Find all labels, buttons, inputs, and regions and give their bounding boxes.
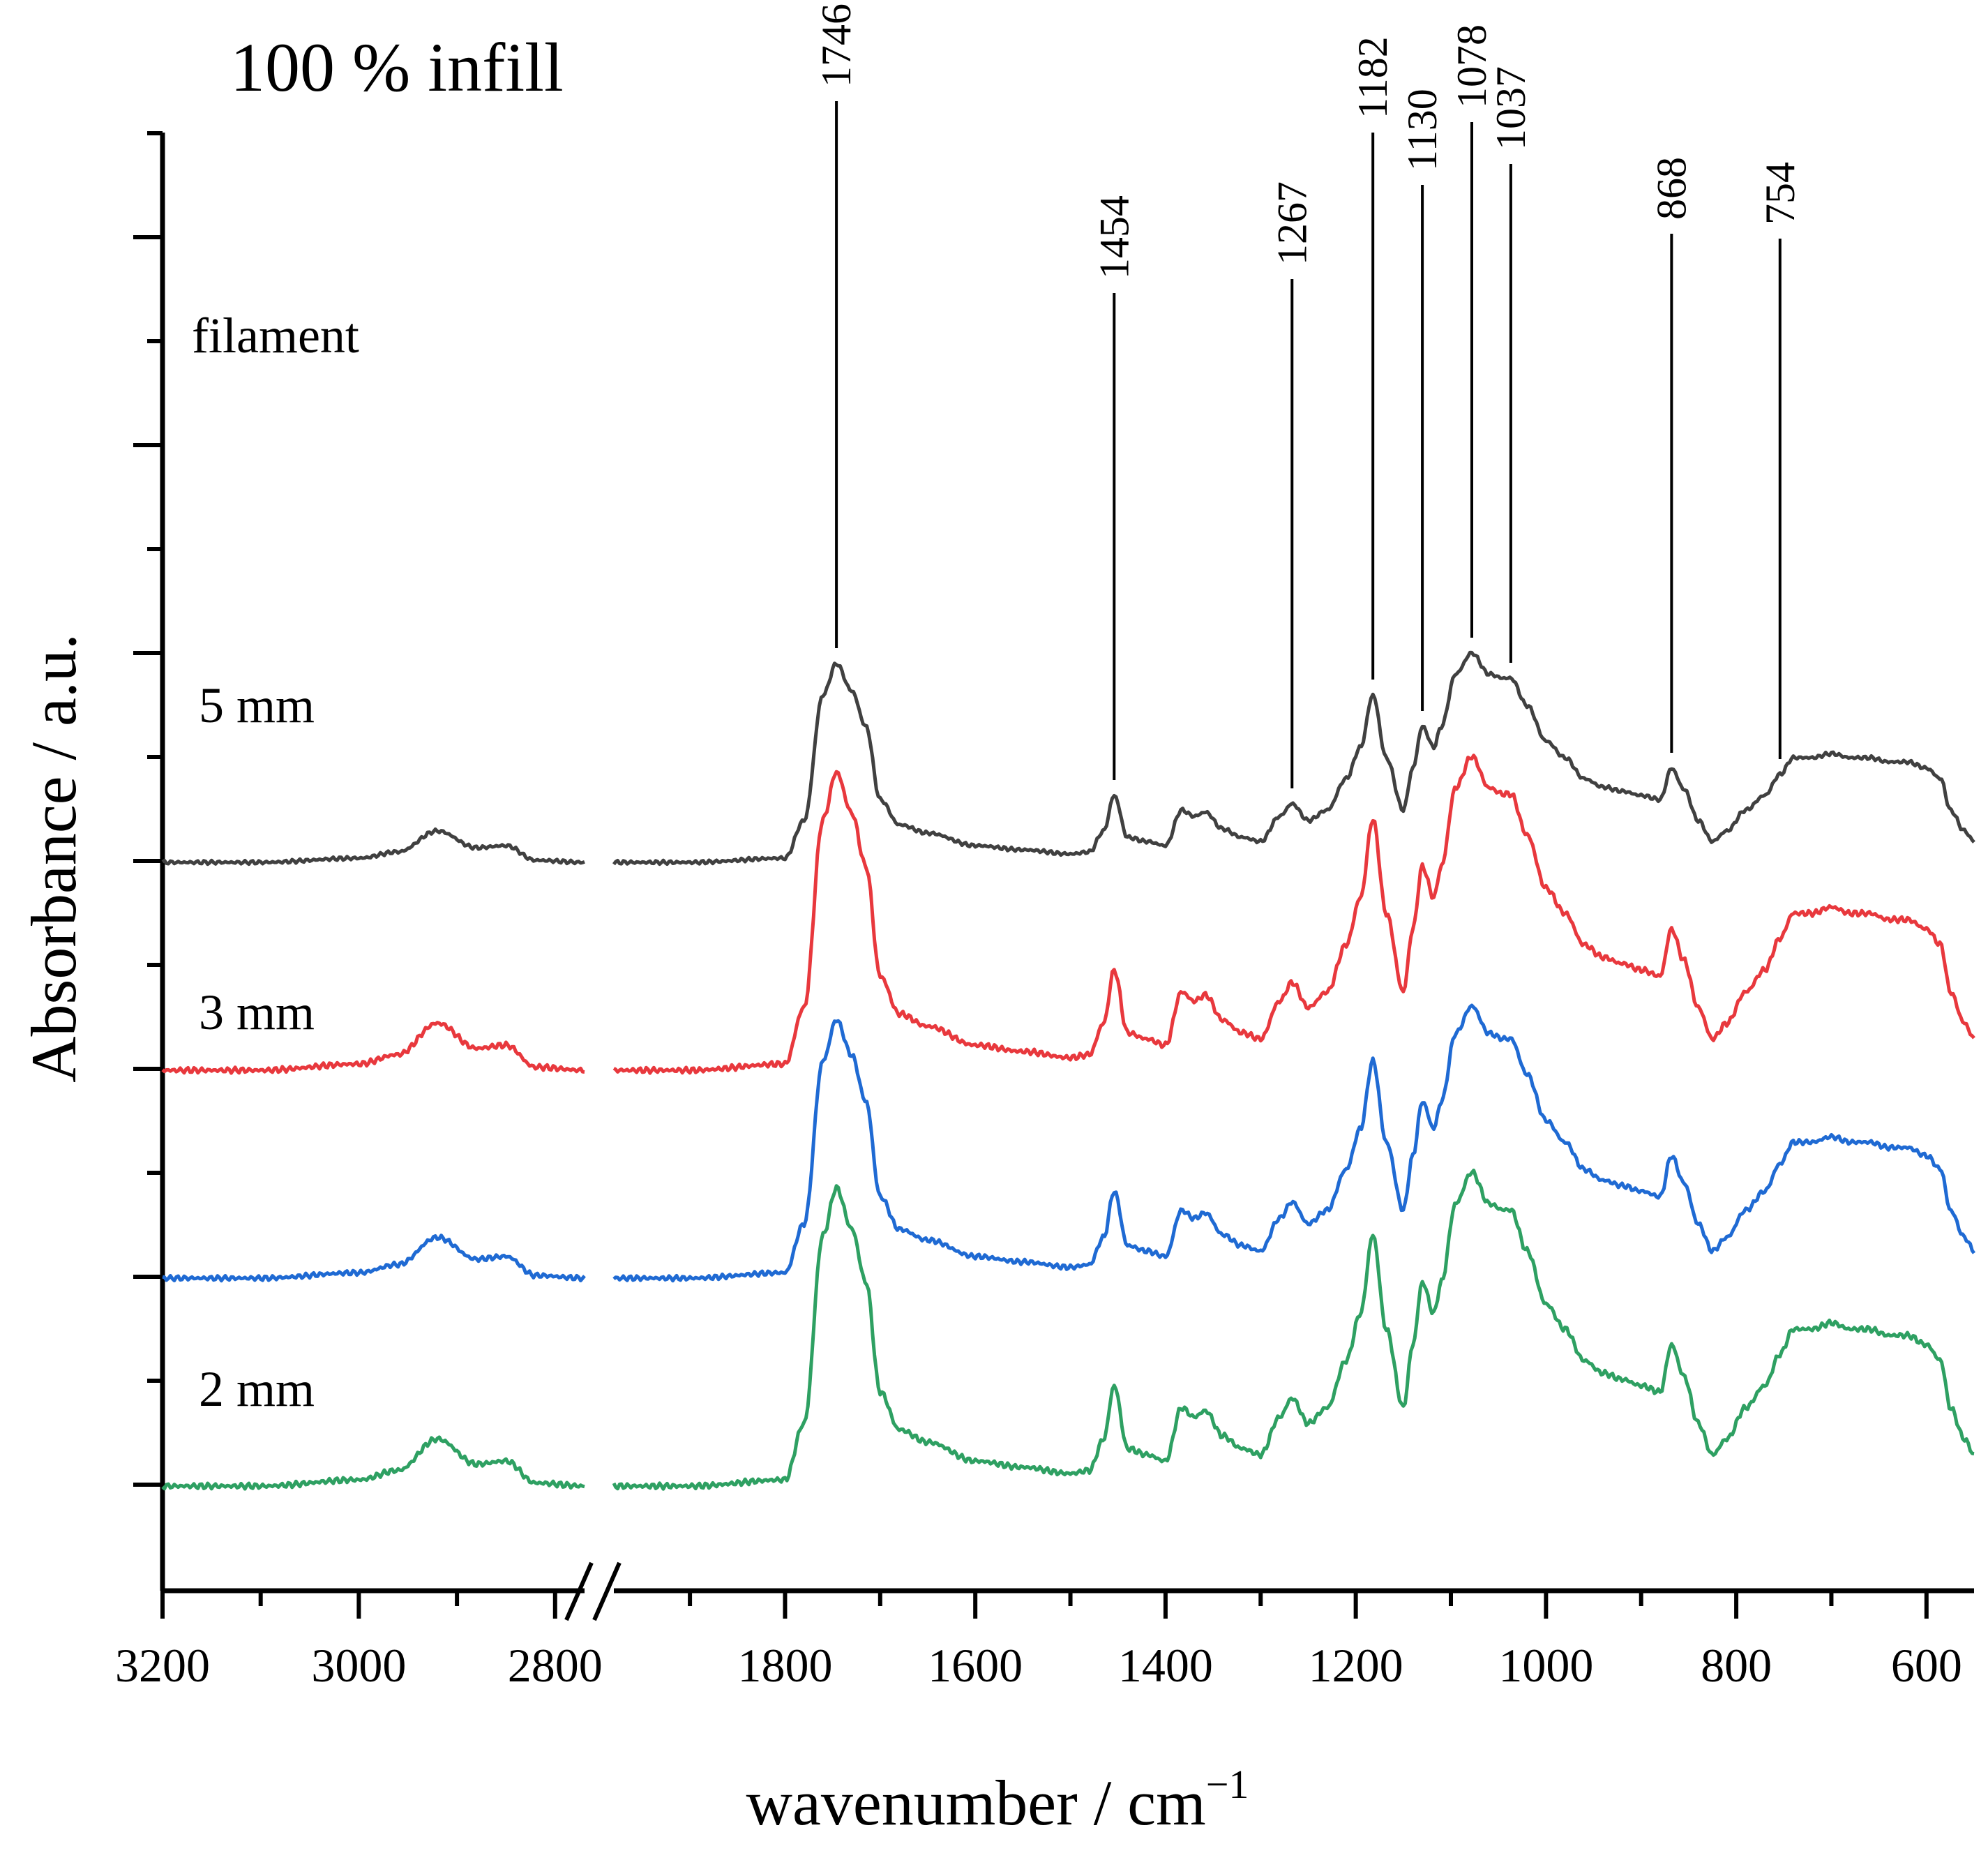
x-tick-label: 600 [1891,1639,1962,1692]
x-tick-label: 2800 [508,1639,603,1692]
series-line-3-mm-low [612,1003,1976,1283]
chart-title: 100 % infill [230,29,564,106]
peak-label: 1267 [1269,181,1315,265]
x-axis-label-exponent: −1 [1206,1762,1249,1807]
series-line-3-mm-high [162,1234,586,1283]
peak-label: 1182 [1350,36,1396,119]
y-axis-label: Absorbance / a.u. [18,633,89,1083]
x-tick-label: 1800 [737,1639,832,1692]
axes: 3200 3000 2800 1800 1600 1400 1200 1000 800 600 [115,131,1974,1692]
x-tick-label: 3000 [311,1639,406,1692]
axis-break-mark [592,1561,622,1621]
x-tick-label: 1200 [1309,1639,1403,1692]
x-tick-label: 1400 [1118,1639,1213,1692]
x-axis-label: wavenumber / cm−1 [746,1762,1249,1838]
axis-break-mark [564,1561,594,1621]
peak-label: 754 [1757,162,1803,225]
peak-label: 1746 [813,3,859,87]
series-label: 3 mm [199,984,315,1040]
x-tick-label: 1000 [1498,1639,1593,1692]
peak-label: 1454 [1091,195,1137,279]
series-group [161,650,1976,1491]
x-tick-label: 1600 [928,1639,1023,1692]
series-line-2-mm-low [612,1169,1975,1491]
series-line-5-mm-high [161,1021,585,1075]
peak-label: 1078 [1449,24,1495,108]
series-label: 5 mm [199,677,315,733]
series-line-filament-high [161,827,585,867]
x-tick-label: 3200 [115,1639,210,1692]
peak-label: 1037 [1488,66,1534,150]
series-label: 2 mm [199,1361,315,1417]
series-line-filament-low [612,650,1975,867]
x-tick-label: 800 [1701,1639,1772,1692]
peak-label: 868 [1648,157,1694,220]
series-line-2-mm-high [161,1435,585,1491]
peak-label: 1130 [1399,89,1445,171]
x-axis-label-text: wavenumber / cm [746,1767,1206,1838]
series-line-5-mm-low [612,753,1975,1075]
series-label: filament [192,308,359,363]
series-labels: filament 5 mm 3 mm 2 mm [192,308,359,1417]
